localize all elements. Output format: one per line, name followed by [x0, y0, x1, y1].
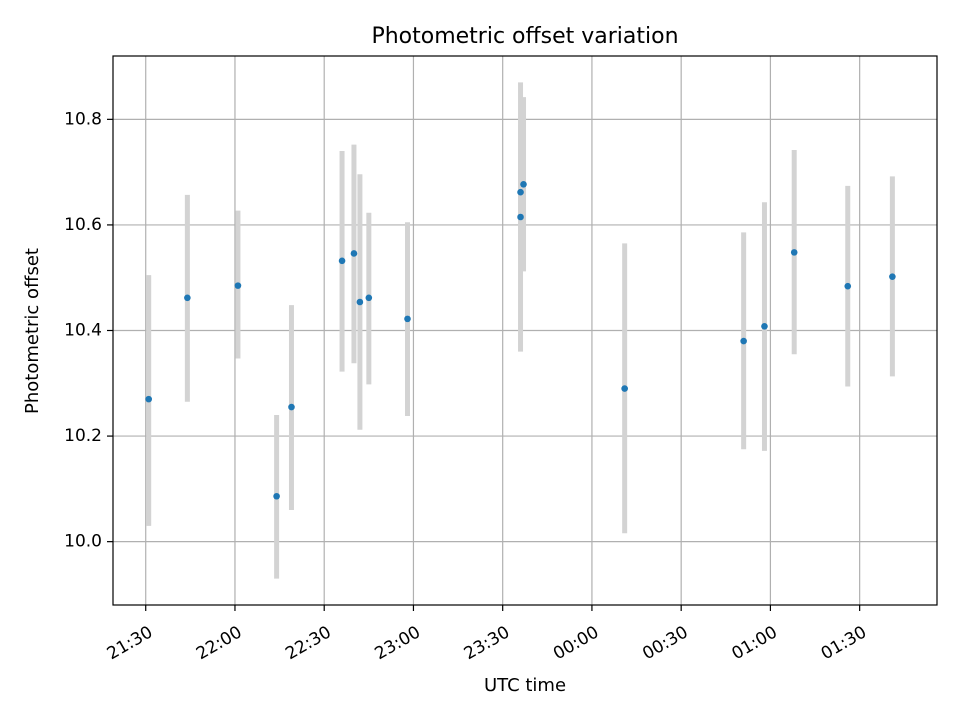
data-point — [356, 298, 364, 306]
data-point — [621, 385, 628, 392]
y-tick-label: 10.4 — [64, 321, 102, 341]
data-point — [145, 395, 152, 403]
data-point — [184, 294, 191, 302]
y-axis-label: Photometric offset — [22, 248, 43, 414]
y-tick-label: 10.0 — [64, 532, 102, 552]
data-point — [273, 492, 280, 500]
chart-title: Photometric offset variation — [371, 24, 678, 49]
y-tick-label: 10.2 — [64, 426, 102, 446]
data-point — [844, 282, 852, 290]
data-point — [520, 180, 527, 188]
data-point — [517, 213, 524, 221]
data-point — [517, 188, 524, 196]
data-points — [145, 180, 896, 500]
data-point — [761, 322, 768, 330]
data-point — [365, 294, 373, 302]
data-point — [790, 249, 798, 256]
data-point — [234, 282, 242, 289]
data-point — [350, 250, 358, 257]
data-point — [288, 403, 295, 411]
y-tick-label: 10.8 — [64, 109, 102, 129]
data-point — [889, 273, 896, 280]
data-point — [404, 315, 411, 323]
y-axis: 10.0 10.2 10.4 10.6 10.8 — [64, 109, 113, 552]
data-point — [338, 257, 346, 265]
y-tick-label: 10.6 — [64, 215, 102, 235]
x-axis-label: UTC time — [484, 675, 566, 696]
data-point — [740, 337, 747, 345]
